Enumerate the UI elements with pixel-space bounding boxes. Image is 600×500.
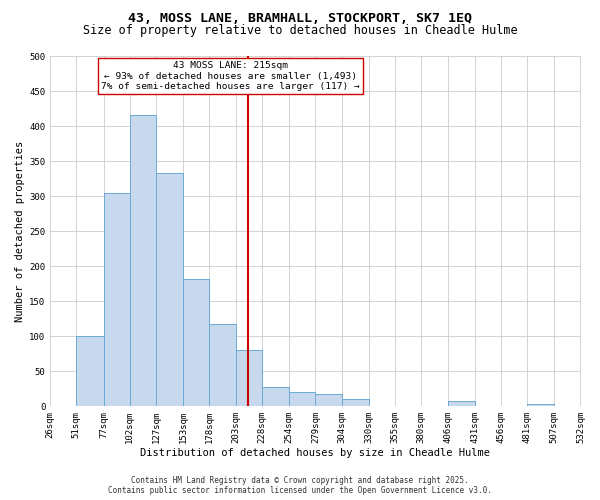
Bar (289, 392, 316, 406)
Bar (209, 324, 236, 406)
Bar (156, 173, 183, 406)
X-axis label: Distribution of detached houses by size in Cheadle Hulme: Distribution of detached houses by size … (140, 448, 490, 458)
Bar (341, 399, 369, 406)
Bar (448, 402, 475, 406)
Bar (183, 280, 209, 406)
Bar (262, 386, 289, 406)
Text: Contains HM Land Registry data © Crown copyright and database right 2025.
Contai: Contains HM Land Registry data © Crown c… (108, 476, 492, 495)
Bar (316, 394, 341, 406)
Bar (104, 192, 130, 406)
Text: 43, MOSS LANE, BRAMHALL, STOCKPORT, SK7 1EQ: 43, MOSS LANE, BRAMHALL, STOCKPORT, SK7 … (128, 12, 472, 26)
Text: Size of property relative to detached houses in Cheadle Hulme: Size of property relative to detached ho… (83, 24, 517, 37)
Bar (130, 115, 156, 406)
Bar (527, 404, 554, 406)
Bar (76, 336, 104, 406)
Bar (236, 350, 262, 406)
Text: 43 MOSS LANE: 215sqm
← 93% of detached houses are smaller (1,493)
7% of semi-det: 43 MOSS LANE: 215sqm ← 93% of detached h… (101, 62, 360, 91)
Y-axis label: Number of detached properties: Number of detached properties (15, 140, 25, 322)
